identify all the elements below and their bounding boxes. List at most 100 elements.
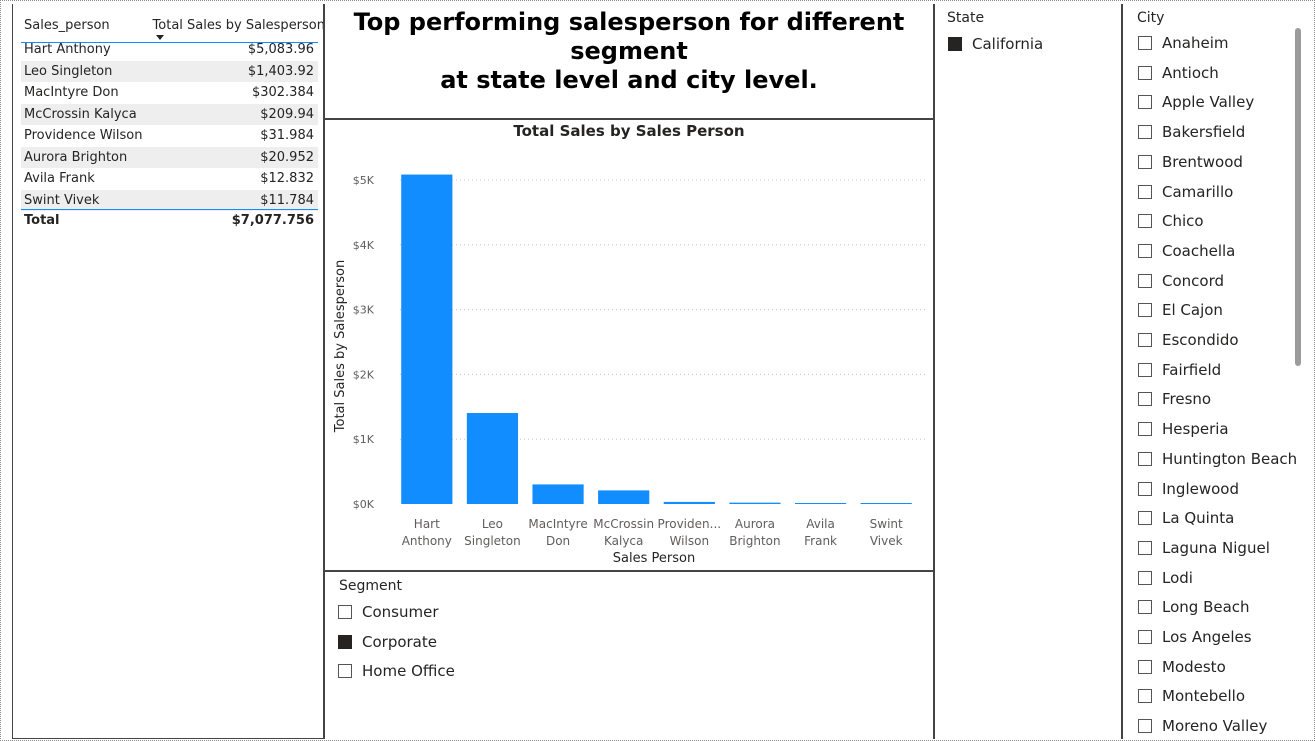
bar[interactable] xyxy=(860,503,912,504)
column-header-salesperson[interactable]: Sales_person xyxy=(24,18,110,33)
salesperson-name: Leo Singleton xyxy=(24,63,113,79)
bar[interactable] xyxy=(729,502,781,504)
slicer-item[interactable]: Chico xyxy=(1138,212,1308,234)
state-slicer: State California xyxy=(933,4,1123,739)
checkbox-icon[interactable] xyxy=(1138,511,1152,526)
checkbox-checked-icon[interactable] xyxy=(338,634,352,649)
slicer-item[interactable]: Home Office xyxy=(338,662,508,684)
table-row[interactable]: McCrossin Kalyca $209.94 xyxy=(21,103,318,125)
checkbox-icon[interactable] xyxy=(1138,95,1152,110)
checkbox-icon[interactable] xyxy=(338,664,352,678)
page-title-line1: Top performing salesperson for different… xyxy=(353,8,905,65)
checkbox-icon[interactable] xyxy=(1138,719,1152,734)
checkbox-icon[interactable] xyxy=(1138,481,1152,496)
checkbox-icon[interactable] xyxy=(1138,243,1152,258)
checkbox-icon[interactable] xyxy=(1138,36,1152,50)
checkbox-icon[interactable] xyxy=(1138,689,1152,704)
salesperson-total-sales: $1,403.92 xyxy=(247,63,314,79)
checkbox-icon[interactable] xyxy=(1138,600,1152,615)
x-tick-label: Avila xyxy=(806,517,835,531)
y-tick-label: $2K xyxy=(353,368,375,381)
slicer-item[interactable]: Montebello xyxy=(1138,687,1308,709)
checkbox-icon[interactable] xyxy=(1138,214,1152,229)
checkbox-icon[interactable] xyxy=(1138,362,1152,377)
bar-chart[interactable]: Total Sales by Sales Person $0K $1K $2K $3K $… xyxy=(325,120,933,570)
slicer-item[interactable]: Huntington Beach xyxy=(1138,450,1308,472)
city-scrollbar[interactable] xyxy=(1295,28,1301,366)
checkbox-icon[interactable] xyxy=(1138,65,1152,80)
slicer-item[interactable]: Bakersfield xyxy=(1138,123,1308,145)
slicer-item[interactable]: Inglewood xyxy=(1138,480,1308,502)
slicer-item-label: Fresno xyxy=(1162,390,1212,409)
slicer-item[interactable]: Modesto xyxy=(1138,658,1308,680)
slicer-item[interactable]: Moreno Valley xyxy=(1138,717,1308,739)
slicer-item[interactable]: El Cajon xyxy=(1138,301,1308,323)
slicer-item[interactable]: Fresno xyxy=(1138,390,1308,412)
sales-table[interactable]: Sales_person Total Sales by Salesperson … xyxy=(12,4,325,739)
bar[interactable] xyxy=(598,490,650,504)
column-header-total-sales[interactable]: Total Sales by Salesperson xyxy=(152,18,325,33)
slicer-item-label: Moreno Valley xyxy=(1162,717,1268,736)
table-row[interactable]: Leo Singleton $1,403.92 xyxy=(21,60,318,82)
slicer-item[interactable]: La Quinta xyxy=(1138,509,1308,531)
checkbox-icon[interactable] xyxy=(1138,451,1152,466)
slicer-item[interactable]: Consumer xyxy=(338,603,508,625)
checkbox-icon[interactable] xyxy=(1138,630,1152,644)
slicer-item[interactable]: Concord xyxy=(1138,272,1308,294)
sort-descending-icon[interactable] xyxy=(156,35,164,40)
slicer-item[interactable]: Antioch xyxy=(1138,64,1308,86)
checkbox-icon[interactable] xyxy=(1138,273,1152,288)
checkbox-icon[interactable] xyxy=(1138,125,1152,140)
slicer-item[interactable]: Escondido xyxy=(1138,331,1308,353)
checkbox-icon[interactable] xyxy=(1138,184,1152,199)
x-tick-label: McCrossin xyxy=(593,517,654,531)
slicer-item[interactable]: Hesperia xyxy=(1138,420,1308,442)
table-row[interactable]: Hart Anthony $5,083.96 xyxy=(21,39,318,61)
x-tick-label: Swint xyxy=(870,517,903,531)
slicer-item[interactable]: Corporate xyxy=(338,633,508,655)
segment-slicer: Segment Consumer Corporate Home Office xyxy=(325,573,933,739)
y-tick-label: $1K xyxy=(353,433,375,446)
slicer-item[interactable]: Camarillo xyxy=(1138,183,1308,205)
slicer-item[interactable]: Laguna Niguel xyxy=(1138,539,1308,561)
slicer-item[interactable]: Coachella xyxy=(1138,242,1308,264)
checkbox-icon[interactable] xyxy=(1138,154,1152,169)
slicer-item[interactable]: Anaheim xyxy=(1138,34,1308,56)
slicer-item-label: Coachella xyxy=(1162,241,1236,260)
bar[interactable] xyxy=(532,484,584,504)
bar-chart-panel[interactable]: Total Sales by Sales Person $0K $1K $2K $3K $… xyxy=(325,120,933,572)
checkbox-icon[interactable] xyxy=(1138,659,1152,674)
table-row[interactable]: MacIntyre Don $302.384 xyxy=(21,82,318,104)
checkbox-icon[interactable] xyxy=(1138,303,1152,318)
city-slicer-header: City xyxy=(1137,10,1165,26)
checkbox-icon[interactable] xyxy=(1138,333,1152,347)
slicer-item[interactable]: Brentwood xyxy=(1138,153,1308,175)
slicer-item-label: Modesto xyxy=(1162,657,1226,676)
table-row[interactable]: Aurora Brighton $20.952 xyxy=(21,146,318,168)
checkbox-icon[interactable] xyxy=(1138,392,1152,407)
slicer-item[interactable]: Long Beach xyxy=(1138,598,1308,620)
slicer-item[interactable]: California xyxy=(948,35,1118,57)
bar[interactable] xyxy=(401,174,453,504)
bar[interactable] xyxy=(794,503,847,504)
slicer-item[interactable]: Lodi xyxy=(1138,569,1308,591)
slicer-item[interactable]: Los Angeles xyxy=(1138,628,1308,650)
bar[interactable] xyxy=(663,501,715,504)
y-tick-label: $4K xyxy=(353,239,375,252)
checkbox-icon[interactable] xyxy=(1138,570,1152,585)
x-tick-label: Leo xyxy=(482,517,503,531)
title-panel: Top performing salesperson for different… xyxy=(325,4,933,120)
table-row[interactable]: Swint Vivek $11.784 xyxy=(21,189,318,211)
checkbox-icon[interactable] xyxy=(1138,422,1152,437)
table-row[interactable]: Providence Wilson $31.984 xyxy=(21,125,318,147)
checkbox-checked-icon[interactable] xyxy=(948,37,962,51)
slicer-item[interactable]: Fairfield xyxy=(1138,361,1308,383)
slicer-item-label: Chico xyxy=(1162,212,1204,231)
salesperson-total-sales: $12.832 xyxy=(260,171,314,186)
bar[interactable] xyxy=(466,413,519,504)
slicer-item-label: Inglewood xyxy=(1162,479,1239,498)
checkbox-icon[interactable] xyxy=(338,605,352,619)
checkbox-icon[interactable] xyxy=(1138,540,1152,555)
table-row[interactable]: Avila Frank $12.832 xyxy=(21,168,318,190)
slicer-item[interactable]: Apple Valley xyxy=(1138,93,1308,115)
